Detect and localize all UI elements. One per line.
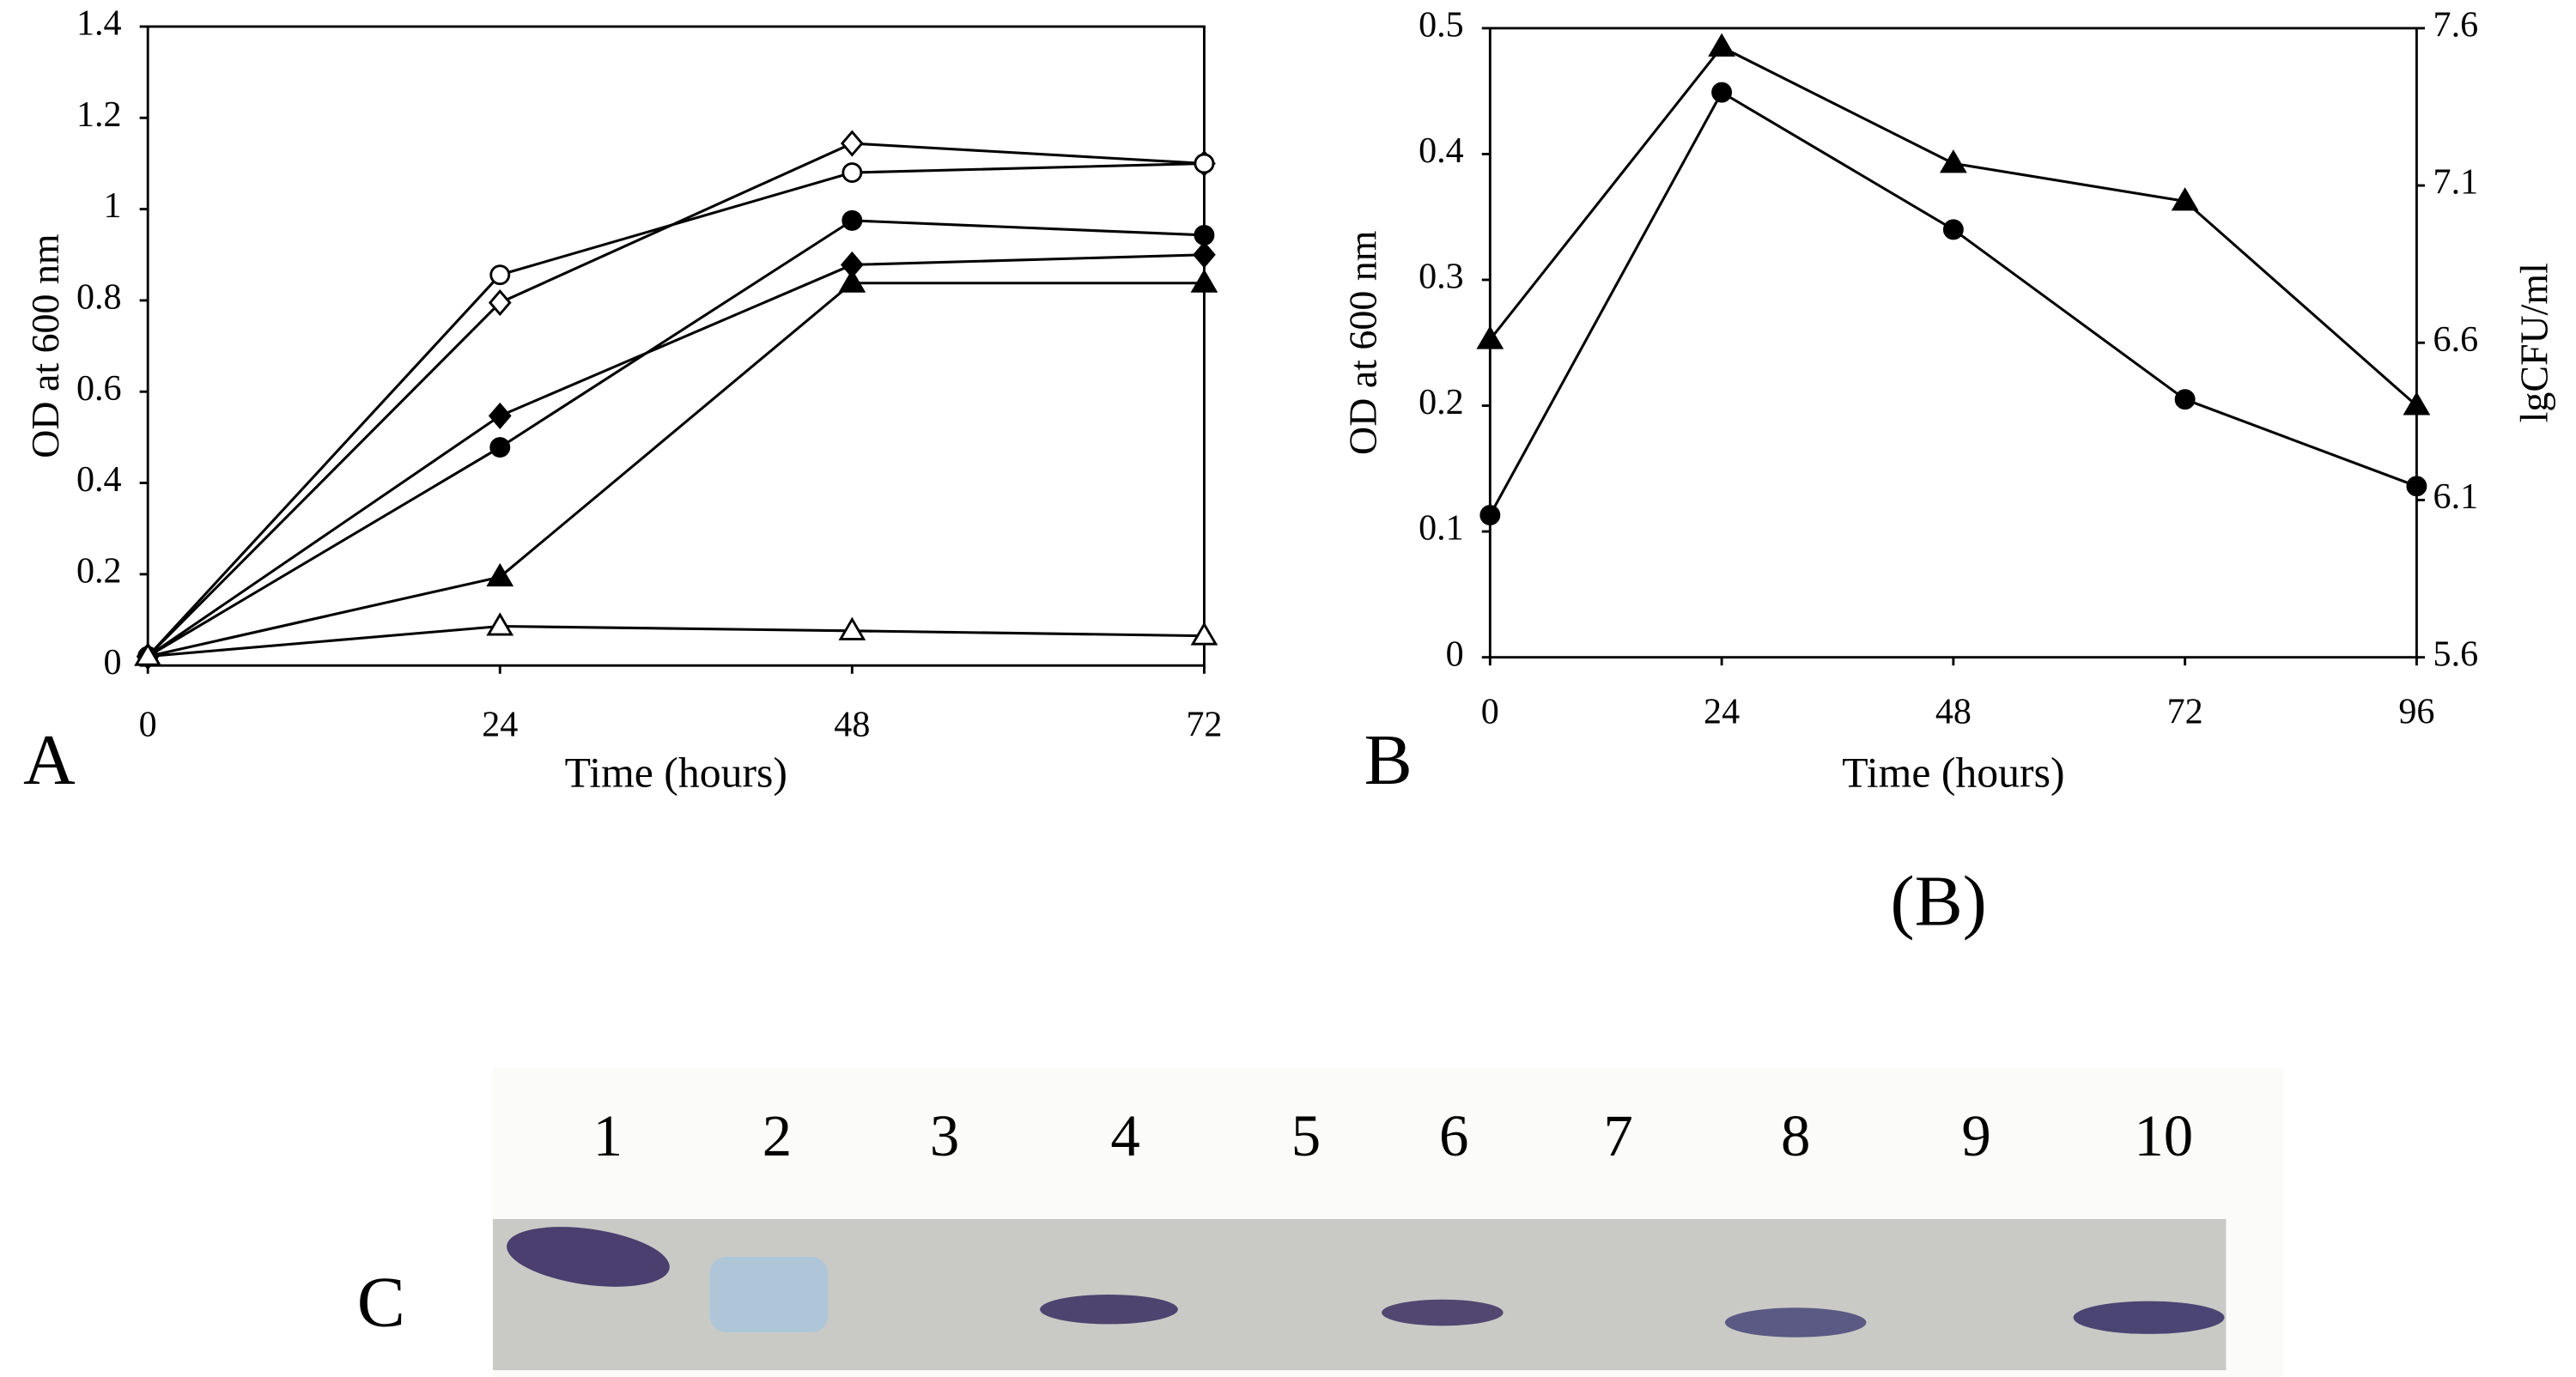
- y-tick-label: 0.6: [76, 368, 122, 409]
- band: [1382, 1299, 1504, 1326]
- marker: [486, 612, 514, 636]
- y2-tick-label: 5.6: [2433, 634, 2479, 674]
- band: [1724, 1307, 1867, 1338]
- y-axis-title: OD at 600 nm: [23, 234, 67, 458]
- y2-tick-label: 6.1: [2433, 476, 2479, 517]
- lane-label: 10: [2134, 1103, 2193, 1168]
- marker: [134, 642, 162, 666]
- y2-tick-label: 6.6: [2433, 319, 2479, 360]
- panel-label: A: [23, 720, 76, 800]
- y-tick-label: 0.4: [76, 459, 122, 500]
- x-tick-label: 24: [482, 705, 518, 745]
- marker: [841, 162, 863, 184]
- marker: [1939, 149, 1967, 173]
- marker: [2171, 187, 2199, 211]
- marker: [488, 288, 512, 317]
- marker: [489, 437, 511, 458]
- y-tick-label: 0.3: [1419, 257, 1464, 297]
- series-line: [147, 282, 1205, 658]
- band: [507, 1227, 670, 1287]
- marker: [838, 269, 866, 293]
- marker: [1190, 269, 1218, 293]
- y-tick-label: 1.2: [76, 94, 122, 135]
- lane-label: 7: [1603, 1103, 1632, 1168]
- lane-label: 1: [593, 1103, 623, 1168]
- marker: [1193, 241, 1216, 269]
- lane-label: 5: [1291, 1103, 1321, 1168]
- caption: (B): [1891, 862, 1987, 942]
- x-tick-label: 24: [1704, 691, 1740, 731]
- marker: [486, 562, 514, 587]
- marker: [1194, 153, 1215, 174]
- marker: [840, 130, 864, 157]
- x-tick-label: 48: [1935, 691, 1971, 731]
- marker: [838, 616, 866, 640]
- marker: [1476, 325, 1504, 349]
- band: [2073, 1301, 2225, 1334]
- marker: [1190, 622, 1218, 646]
- marker: [1479, 505, 1501, 525]
- panel-label: B: [1364, 720, 1413, 800]
- y-tick-label: 1.4: [76, 3, 122, 44]
- x-tick-label: 72: [1186, 705, 1222, 745]
- marker: [2406, 476, 2427, 497]
- marker: [1708, 33, 1735, 57]
- lane-label: 3: [930, 1103, 959, 1168]
- series-line: [147, 161, 1205, 658]
- y2-axis-title: lgCFU/ml: [2512, 263, 2556, 422]
- x-axis-title: Time (hours): [565, 749, 787, 797]
- y-tick-label: 0.1: [1419, 508, 1464, 549]
- lane-label: 9: [1961, 1103, 1990, 1168]
- y-tick-label: 0.2: [76, 551, 122, 591]
- x-tick-label: 72: [2167, 691, 2203, 731]
- x-tick-label: 96: [2398, 691, 2434, 731]
- y2-tick-label: 7.1: [2433, 162, 2479, 203]
- x-tick-label: 48: [834, 705, 870, 745]
- y2-tick-label: 7.6: [2433, 5, 2479, 45]
- x-tick-label: 0: [1481, 691, 1499, 731]
- lane-label: 4: [1110, 1103, 1139, 1168]
- series-line: [147, 253, 1205, 658]
- marker: [841, 209, 863, 231]
- lane-label: 6: [1439, 1103, 1468, 1168]
- band: [709, 1256, 829, 1332]
- lane-label: 8: [1781, 1103, 1810, 1168]
- marker: [489, 264, 511, 286]
- panel-label: C: [357, 1263, 405, 1343]
- band: [1040, 1294, 1178, 1325]
- y-tick-label: 0.2: [1419, 382, 1464, 422]
- y-axis-title: OD at 600 nm: [1340, 231, 1384, 455]
- lane-label: 2: [762, 1103, 792, 1168]
- y-tick-label: 0.5: [1419, 5, 1464, 45]
- x-axis-title: Time (hours): [1842, 749, 2064, 797]
- marker: [2403, 391, 2431, 416]
- marker: [2174, 389, 2196, 410]
- y-tick-label: 0.8: [76, 277, 122, 318]
- series-line: [147, 219, 1205, 658]
- x-tick-label: 0: [139, 705, 157, 745]
- y-tick-label: 0.4: [1419, 130, 1464, 171]
- marker: [1942, 219, 1964, 240]
- y-tick-label: 0: [1446, 634, 1464, 674]
- y-tick-label: 0: [104, 642, 122, 682]
- marker: [488, 402, 512, 430]
- marker: [1711, 82, 1733, 103]
- plot-frame: [146, 25, 1206, 667]
- y-tick-label: 1: [104, 185, 122, 226]
- series-line: [148, 624, 1205, 658]
